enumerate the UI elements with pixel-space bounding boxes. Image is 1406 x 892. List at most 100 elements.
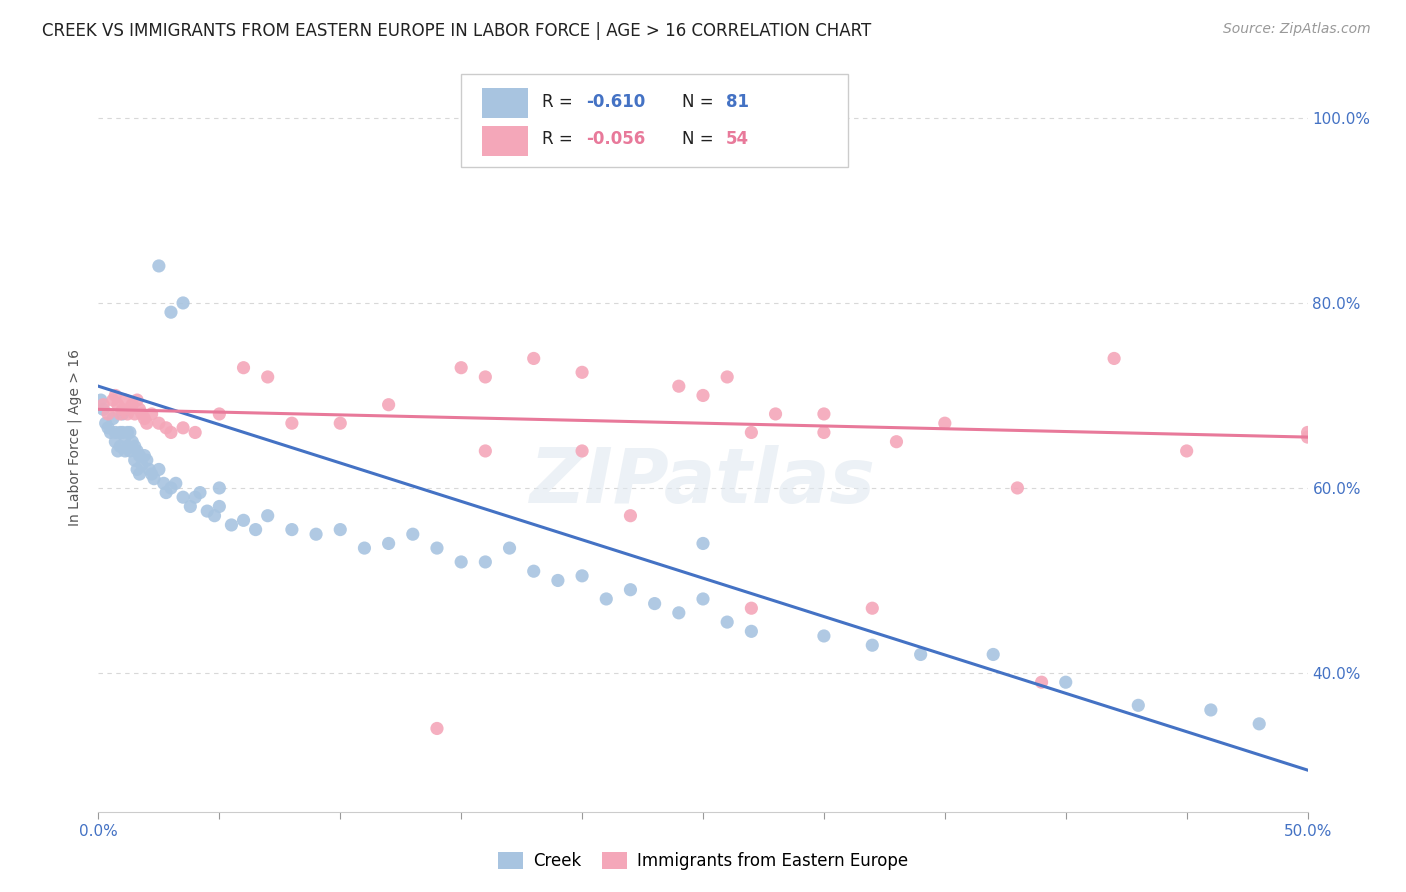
Point [134,411,156,425]
Text: Source: ZipAtlas.com: Source: ZipAtlas.com [1223,22,1371,37]
Point [117,439,139,453]
Point [402,527,425,541]
Point [91,398,114,412]
Point [121,398,143,412]
Point [668,379,690,393]
Point [221,518,243,533]
Point [101,393,124,408]
Point [1249,716,1271,731]
Point [188,485,211,500]
Text: N =: N = [682,93,720,111]
Point [131,458,153,472]
Point [117,407,139,421]
Point [1102,351,1125,366]
Point [117,425,139,440]
Point [981,648,1004,662]
Point [305,527,328,541]
Point [128,467,150,481]
Point [619,508,641,523]
Point [124,439,146,453]
Point [692,591,714,606]
Y-axis label: In Labor Force | Age > 16: In Labor Force | Age > 16 [67,349,83,525]
Point [111,402,134,417]
Bar [482,126,527,156]
Point [94,416,117,430]
Point [1296,430,1319,444]
Point [329,416,352,430]
Point [1031,675,1053,690]
Point [127,393,149,408]
Point [232,513,254,527]
Point [450,360,472,375]
Point [160,481,183,495]
Point [668,606,690,620]
Point [172,490,194,504]
Point [114,430,136,444]
Text: R =: R = [543,93,578,111]
Point [114,393,136,408]
Point [860,638,883,652]
Point [179,500,201,514]
Point [128,449,150,463]
Point [860,601,883,615]
Point [474,444,496,458]
Point [886,434,908,449]
Point [111,407,134,421]
Point [148,462,170,476]
Point [148,259,170,273]
Point [523,564,546,578]
Point [141,467,163,481]
Point [90,393,112,408]
Point [813,629,835,643]
Point [329,523,352,537]
Text: N =: N = [682,130,720,148]
Point [644,597,666,611]
Point [108,407,131,421]
Point [245,523,267,537]
Text: ZIPatlas: ZIPatlas [530,445,876,519]
Point [152,476,174,491]
Point [118,425,141,440]
Point [160,425,183,440]
Point [232,360,254,375]
Point [208,481,231,495]
Point [131,407,153,421]
Point [108,425,131,440]
Text: CREEK VS IMMIGRANTS FROM EASTERN EUROPE IN LABOR FORCE | AGE > 16 CORRELATION CH: CREEK VS IMMIGRANTS FROM EASTERN EUROPE … [42,22,872,40]
Point [148,416,170,430]
Point [100,425,122,440]
Point [474,370,496,384]
Point [474,555,496,569]
Point [124,453,146,467]
Point [1128,698,1150,713]
Point [716,615,738,629]
Text: -0.610: -0.610 [586,93,645,111]
Point [114,444,136,458]
FancyBboxPatch shape [461,74,848,168]
Point [692,536,714,550]
Point [104,388,127,402]
Bar [482,88,527,118]
Point [547,574,569,588]
Point [121,434,143,449]
Point [813,407,835,421]
Point [204,508,226,523]
Point [172,421,194,435]
Point [135,416,157,430]
Point [426,541,449,555]
Point [1175,444,1198,458]
Point [127,462,149,476]
Text: R =: R = [543,130,578,148]
Point [692,388,714,402]
Point [165,476,187,491]
Point [619,582,641,597]
Point [595,591,617,606]
Point [1054,675,1077,690]
Legend: Creek, Immigrants from Eastern Europe: Creek, Immigrants from Eastern Europe [492,845,914,877]
Point [91,402,114,417]
Point [1199,703,1222,717]
Text: 54: 54 [725,130,749,148]
Point [716,370,738,384]
Point [740,601,762,615]
Point [377,398,399,412]
